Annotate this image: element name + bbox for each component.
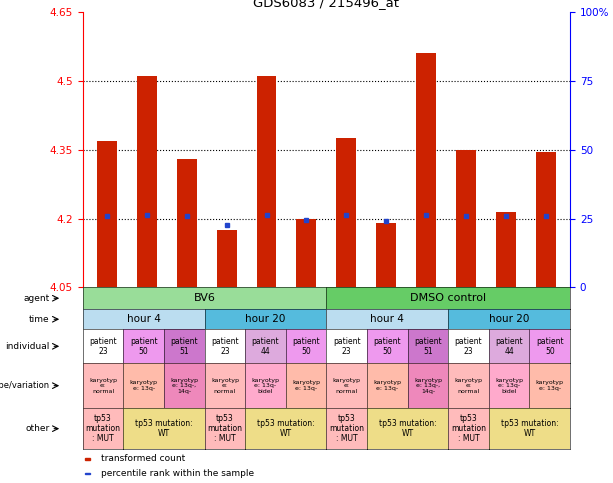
Text: karyotyp
e:
normal: karyotyp e: normal	[89, 378, 117, 394]
Bar	[85, 458, 91, 459]
Text: hour 20: hour 20	[245, 314, 286, 324]
Bar	[85, 473, 91, 474]
Bar	[256, 76, 276, 287]
Text: time: time	[29, 315, 50, 324]
Text: patient
44: patient 44	[252, 337, 280, 355]
Bar	[97, 141, 116, 287]
Text: karyotyp
e:
normal: karyotyp e: normal	[333, 378, 360, 394]
Text: karyotyp
e:
normal: karyotyp e: normal	[211, 378, 239, 394]
Bar	[456, 150, 476, 287]
Text: patient
23: patient 23	[211, 337, 238, 355]
Title: GDS6083 / 215496_at: GDS6083 / 215496_at	[253, 0, 400, 10]
Text: patient
23: patient 23	[89, 337, 117, 355]
Bar	[536, 152, 556, 287]
Text: karyotyp
e:
normal: karyotyp e: normal	[455, 378, 482, 394]
Text: tp53 mutation:
WT: tp53 mutation: WT	[135, 419, 193, 438]
Text: BV6: BV6	[194, 293, 216, 303]
Text: transformed count: transformed count	[101, 454, 186, 463]
Text: karyotyp
e: 13q-,
14q-: karyotyp e: 13q-, 14q-	[170, 378, 198, 394]
Text: other: other	[25, 424, 50, 433]
Bar	[496, 212, 516, 287]
Text: individual: individual	[6, 342, 50, 351]
Bar	[416, 54, 436, 287]
Text: tp53 mutation:
WT: tp53 mutation: WT	[257, 419, 314, 438]
Text: patient
44: patient 44	[495, 337, 523, 355]
Text: patient
50: patient 50	[536, 337, 563, 355]
Text: hour 20: hour 20	[489, 314, 530, 324]
Text: tp53 mutation:
WT: tp53 mutation: WT	[379, 419, 436, 438]
Bar	[337, 138, 356, 287]
Bar	[137, 76, 157, 287]
Text: percentile rank within the sample: percentile rank within the sample	[101, 469, 254, 478]
Text: patient
50: patient 50	[292, 337, 320, 355]
Text: tp53
mutation
: MUT: tp53 mutation : MUT	[86, 414, 121, 443]
Text: karyotyp
e: 13q-
bidel: karyotyp e: 13q- bidel	[495, 378, 523, 394]
Bar	[177, 159, 197, 287]
Text: DMSO control: DMSO control	[410, 293, 486, 303]
Text: patient
51: patient 51	[170, 337, 198, 355]
Text: patient
50: patient 50	[373, 337, 401, 355]
Text: karyotyp
e: 13q-: karyotyp e: 13q-	[292, 381, 320, 391]
Text: karyotyp
e: 13q-
bidel: karyotyp e: 13q- bidel	[251, 378, 280, 394]
Text: karyotyp
e: 13q-: karyotyp e: 13q-	[373, 381, 402, 391]
Text: hour 4: hour 4	[370, 314, 405, 324]
Text: karyotyp
e: 13q-: karyotyp e: 13q-	[130, 381, 158, 391]
Text: karyotyp
e: 13q-,
14q-: karyotyp e: 13q-, 14q-	[414, 378, 442, 394]
Text: karyotyp
e: 13q-: karyotyp e: 13q-	[536, 381, 564, 391]
Text: tp53 mutation:
WT: tp53 mutation: WT	[501, 419, 558, 438]
Bar	[297, 218, 316, 287]
Text: genotype/variation: genotype/variation	[0, 381, 50, 390]
Bar	[376, 223, 397, 287]
Text: tp53
mutation
: MUT: tp53 mutation : MUT	[207, 414, 242, 443]
Text: agent: agent	[23, 294, 50, 303]
Text: patient
23: patient 23	[333, 337, 360, 355]
Text: tp53
mutation
: MUT: tp53 mutation : MUT	[329, 414, 364, 443]
Text: hour 4: hour 4	[127, 314, 161, 324]
Text: patient
51: patient 51	[414, 337, 442, 355]
Text: tp53
mutation
: MUT: tp53 mutation : MUT	[451, 414, 486, 443]
Text: patient
23: patient 23	[455, 337, 482, 355]
Bar	[216, 230, 237, 287]
Text: patient
50: patient 50	[130, 337, 158, 355]
